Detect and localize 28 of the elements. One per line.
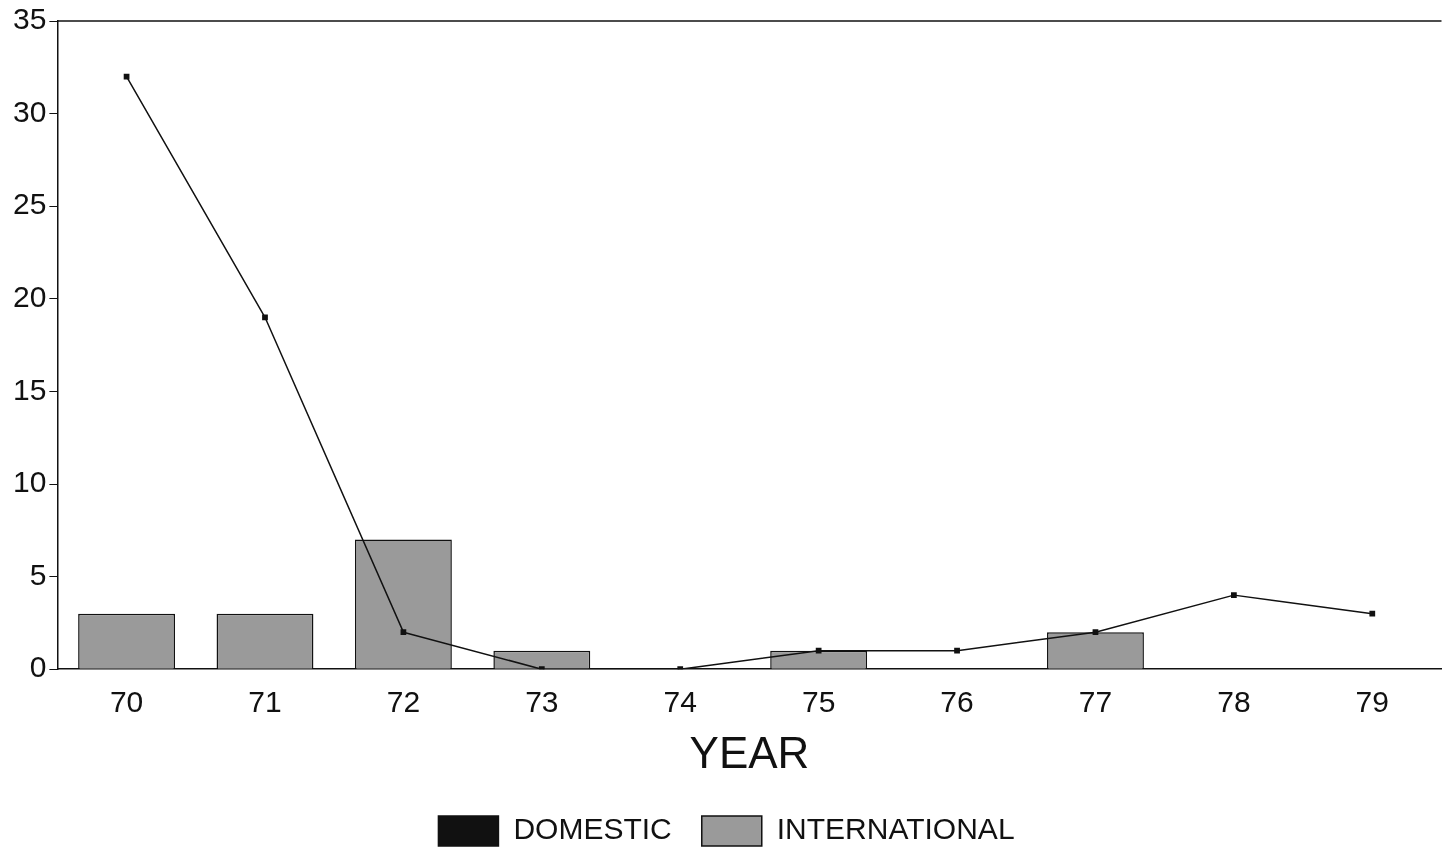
x-tick-label: 77 xyxy=(1078,685,1113,719)
y-tick-label: 5 xyxy=(29,557,47,591)
y-tick-label: 0 xyxy=(29,650,47,684)
point xyxy=(1231,592,1237,598)
point xyxy=(400,629,407,636)
x-tick-label: 74 xyxy=(663,685,697,719)
point xyxy=(262,314,268,321)
x-tick-label: 75 xyxy=(801,685,836,719)
legend-label: INTERNATIONAL xyxy=(776,812,1015,846)
x-tick-label: 73 xyxy=(525,685,559,719)
y-tick-label: 25 xyxy=(12,187,47,221)
point xyxy=(954,647,960,654)
y-tick-label: 35 xyxy=(12,2,47,36)
legend-label: DOMESTIC xyxy=(513,812,672,846)
point xyxy=(1369,610,1376,617)
x-tick-label: 70 xyxy=(109,685,144,719)
x-axis-title: YEAR xyxy=(689,727,810,777)
x-tick-label: 79 xyxy=(1355,685,1389,719)
x-tick-label: 71 xyxy=(248,685,282,719)
y-tick-label: 20 xyxy=(12,280,47,314)
x-tick-label: 76 xyxy=(940,685,974,719)
point xyxy=(815,647,822,654)
y-tick-label: 30 xyxy=(12,94,47,128)
x-tick-label: 78 xyxy=(1217,685,1251,719)
y-tick-label: 10 xyxy=(12,465,47,499)
x-tick-label: 72 xyxy=(386,685,421,719)
point xyxy=(1092,629,1099,636)
y-tick-label: 15 xyxy=(12,372,47,406)
